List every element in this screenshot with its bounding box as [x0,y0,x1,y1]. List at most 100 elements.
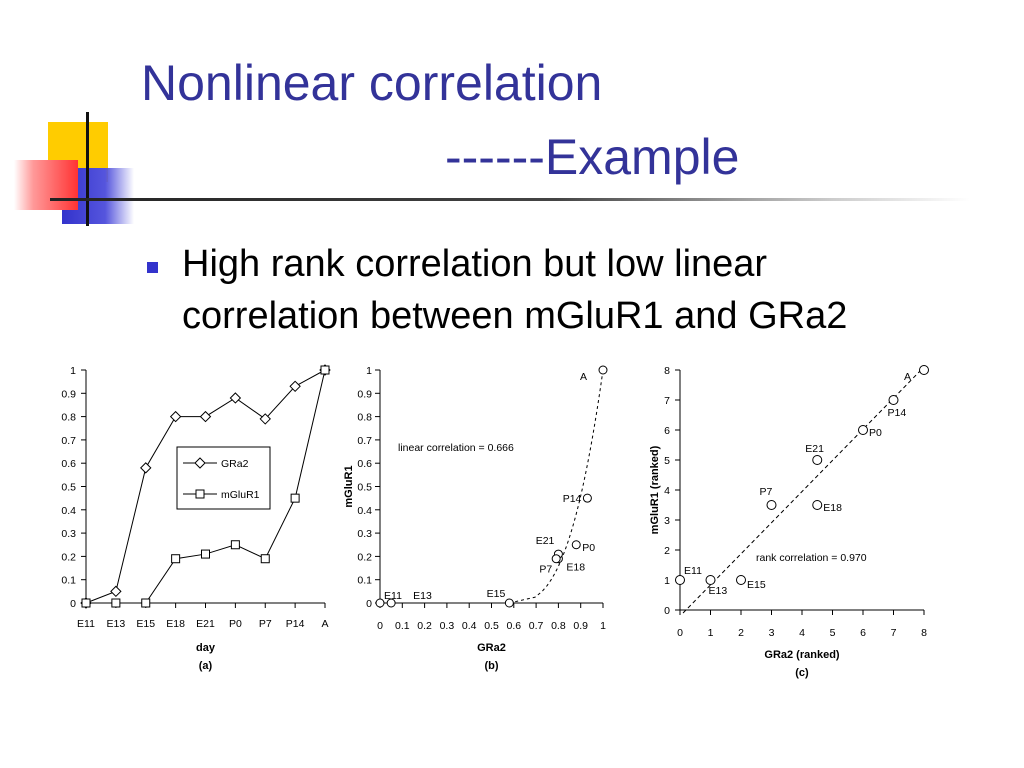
bullet-marker [147,262,158,273]
chart-a-point-mGluR1 [290,493,300,503]
chart-a-y-tick-label: 0.6 [61,458,76,470]
chart-a-x-tick-label: E13 [107,618,126,630]
chart-b-trend-curve [509,369,604,604]
chart-c-point-P0 [858,425,868,435]
chart-b-ylabel: mGluR1 [343,465,355,507]
chart-b-x-tick-label: 0.7 [529,620,544,632]
chart-b-point-E11 [375,598,385,608]
chart-c-xlabel: GRa2 (ranked) [764,649,840,661]
chart-c-point-P14 [888,395,899,405]
bullet-line2: correlation between mGluR1 and GRa2 [182,295,848,337]
chart-c-point-E21 [812,455,823,465]
chart-b-point-label-E13: E13 [413,590,432,602]
chart-c-x-tick-label: 0 [677,627,683,639]
chart-a-point-GRa2 [229,392,242,404]
chart-a-legend-label-GRa2: GRa2 [221,458,249,470]
chart-a-x-tick-label: P14 [286,618,305,630]
chart-b-y-tick-label: 0.9 [357,388,372,400]
chart-b-y-tick-label: 0.6 [357,458,372,470]
chart-a-legend-marker-GRa2 [194,457,206,469]
chart-a-x-tick-label: P0 [229,618,242,630]
chart-a-legend [176,446,271,510]
chart-a-point-mGluR1 [81,598,91,608]
chart-c-point-label-E15: E15 [747,579,766,591]
chart-c-point-label-E18: E18 [823,502,842,514]
chart-a-point-mGluR1 [260,554,270,564]
chart-a-y-tick-label: 0.2 [61,551,76,563]
chart-c-y-tick-label: 8 [664,365,670,377]
chart-c-x-tick-label: 3 [769,627,775,639]
chart-b-point-label-E11: E11 [384,590,402,602]
chart-a-x-tick-label: E21 [196,618,215,630]
chart-a-y-tick-label: 0.9 [61,388,76,400]
chart-c-caption: (c) [795,667,809,679]
slide-title-line2: ------Example [445,129,740,185]
chart-c-point-label-E11: E11 [684,565,702,577]
chart-c-x-tick-label: 7 [891,627,897,639]
chart-c-y-tick-label: 6 [664,425,670,437]
chart-c-x-tick-label: 5 [830,627,836,639]
chart-c-y-tick-label: 2 [664,545,670,557]
chart-c-point-label-E21: E21 [805,443,824,455]
chart-b-y-tick-label: 0.8 [357,412,372,424]
chart-c-y-tick-label: 5 [664,455,670,467]
chart-c-y-tick-label: 1 [664,575,670,587]
chart-b-point-P7 [551,554,561,564]
chart-a-point-mGluR1 [320,365,330,375]
chart-c-point-E18 [812,500,823,510]
chart-a-point-mGluR1 [230,540,240,550]
chart-a-point-GRa2 [169,410,182,423]
chart-b-x-tick-label: 0 [377,620,383,632]
chart-c-x-tick-label: 4 [799,627,805,639]
title-underline [50,198,970,201]
chart-a-y-tick-label: 0.1 [61,575,76,587]
chart-c-y-tick-label: 4 [664,485,670,497]
chart-c-point-label-P7: P7 [760,486,773,498]
chart-a-point-mGluR1 [171,554,181,564]
chart-c-y-tick-label: 7 [664,395,670,407]
chart-a-legend-label-mGluR1: mGluR1 [221,489,260,501]
chart-c-point-label-E13: E13 [709,585,728,597]
chart-c-point-E13 [705,575,716,585]
chart-a-x-tick-label: E15 [136,618,155,630]
chart-b-point-label-A: A [580,371,587,383]
chart-b-point-label-E21: E21 [536,535,555,547]
chart-c-point-label-P14: P14 [888,407,907,419]
deco-red-square [14,160,78,210]
chart-a-point-mGluR1 [111,598,121,608]
chart-a-x-tick-label: A [321,618,328,630]
chart-a-point-GRa2 [199,410,212,423]
chart-b-y-tick-label: 0.5 [357,482,372,494]
chart-b-x-tick-label: 1 [600,620,606,632]
chart-a-point-GRa2 [259,413,271,425]
chart-b-y-tick-label: 1 [366,365,372,377]
chart-b-y-tick-label: 0 [366,598,372,610]
chart-a-y-tick-label: 0.5 [61,482,76,494]
chart-b-xlabel: GRa2 [477,642,506,654]
chart-c-trend-line [682,366,925,614]
chart-b-y-tick-label: 0.1 [357,575,372,587]
chart-c-point-A [919,365,929,375]
chart-c-x-tick-label: 1 [708,627,714,639]
chart-a-y-tick-label: 0.7 [61,435,76,447]
chart-a-point-mGluR1 [201,549,210,559]
chart-b-y-tick-label: 0.7 [357,435,372,447]
chart-b-point-P0 [571,540,581,550]
chart-b-x-tick-label: 0.6 [506,620,521,632]
bullet-line1: High rank correlation but low linear [182,243,768,285]
chart-c-x-tick-label: 8 [921,627,927,639]
chart-a-xlabel: day [196,642,216,654]
chart-a-point-GRa2 [110,585,122,598]
chart-a-point-GRa2 [140,462,152,474]
chart-a-caption: (a) [199,660,213,672]
chart-c-point-label-A: A [904,371,911,383]
chart-b-point-label-P0: P0 [582,542,595,554]
chart-b-y-tick-label: 0.2 [357,551,372,563]
chart-b-x-tick-label: 0.2 [417,620,432,632]
chart-a-x-tick-label: P7 [259,618,272,630]
chart-a-y-tick-label: 0 [70,598,76,610]
chart-a-y-tick-label: 1 [70,365,76,377]
chart-b-point-label-E15: E15 [487,588,506,600]
chart-b-x-tick-label: 0.4 [462,620,477,632]
